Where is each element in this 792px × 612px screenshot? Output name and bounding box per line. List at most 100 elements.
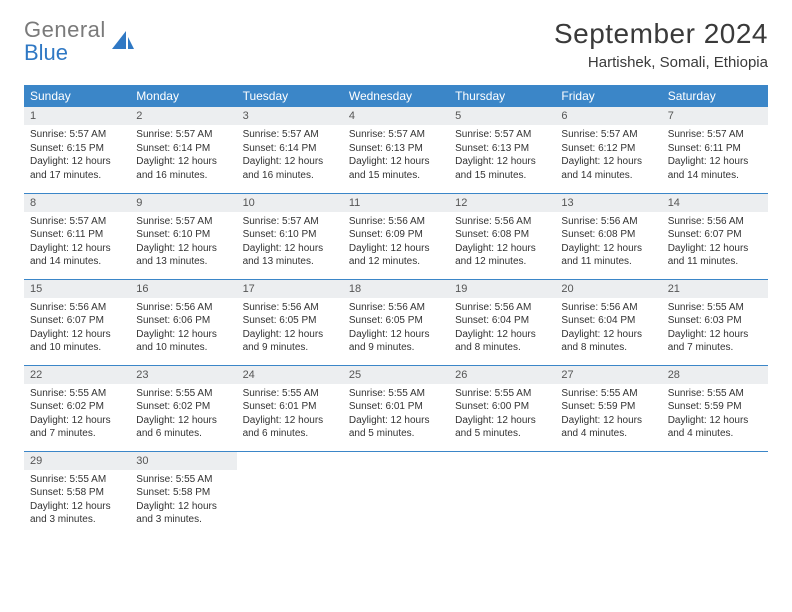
sunrise-line: Sunrise: 5:55 AM	[455, 387, 549, 401]
daylight-line: Daylight: 12 hours and 7 minutes.	[30, 414, 124, 441]
sunrise-line: Sunrise: 5:57 AM	[136, 215, 230, 229]
calendar-table: SundayMondayTuesdayWednesdayThursdayFrid…	[24, 85, 768, 537]
day-details: Sunrise: 5:57 AMSunset: 6:10 PMDaylight:…	[237, 212, 343, 275]
day-number: 11	[343, 194, 449, 212]
sunset-line: Sunset: 6:08 PM	[561, 228, 655, 242]
sunset-line: Sunset: 6:11 PM	[668, 142, 762, 156]
daylight-line: Daylight: 12 hours and 16 minutes.	[243, 155, 337, 182]
calendar-cell: 20Sunrise: 5:56 AMSunset: 6:04 PMDayligh…	[555, 279, 661, 365]
day-number: 20	[555, 280, 661, 298]
sunrise-line: Sunrise: 5:57 AM	[243, 128, 337, 142]
day-details: Sunrise: 5:55 AMSunset: 6:01 PMDaylight:…	[237, 384, 343, 447]
daylight-line: Daylight: 12 hours and 13 minutes.	[243, 242, 337, 269]
day-number: 27	[555, 366, 661, 384]
daylight-line: Daylight: 12 hours and 11 minutes.	[668, 242, 762, 269]
sunrise-line: Sunrise: 5:57 AM	[561, 128, 655, 142]
calendar-cell: 18Sunrise: 5:56 AMSunset: 6:05 PMDayligh…	[343, 279, 449, 365]
sunset-line: Sunset: 6:07 PM	[30, 314, 124, 328]
calendar-cell: 30Sunrise: 5:55 AMSunset: 5:58 PMDayligh…	[130, 451, 236, 537]
daylight-line: Daylight: 12 hours and 9 minutes.	[349, 328, 443, 355]
page-header: General Blue September 2024 Hartishek, S…	[24, 18, 768, 71]
calendar-cell: 3Sunrise: 5:57 AMSunset: 6:14 PMDaylight…	[237, 107, 343, 193]
day-details: Sunrise: 5:55 AMSunset: 5:58 PMDaylight:…	[130, 470, 236, 533]
calendar-cell: 24Sunrise: 5:55 AMSunset: 6:01 PMDayligh…	[237, 365, 343, 451]
day-number: 6	[555, 107, 661, 125]
calendar-cell: 12Sunrise: 5:56 AMSunset: 6:08 PMDayligh…	[449, 193, 555, 279]
calendar-cell: 13 Sunrise: 5:56 AMSunset: 6:08 PMDayligh…	[555, 193, 661, 279]
calendar-cell: 6Sunrise: 5:57 AMSunset: 6:12 PMDaylight…	[555, 107, 661, 193]
sunrise-line: Sunrise: 5:56 AM	[561, 301, 655, 315]
sunrise-line: Sunrise: 5:57 AM	[668, 128, 762, 142]
day-details: Sunrise: 5:56 AMSunset: 6:08 PMDaylight:…	[449, 212, 555, 275]
day-number: 18	[343, 280, 449, 298]
day-number: 5	[449, 107, 555, 125]
sunset-line: Sunset: 6:02 PM	[30, 400, 124, 414]
sunrise-line: Sunrise: 5:57 AM	[455, 128, 549, 142]
day-number: 22	[24, 366, 130, 384]
daylight-line: Daylight: 12 hours and 8 minutes.	[561, 328, 655, 355]
day-number: 13	[555, 194, 661, 212]
calendar-row: 1Sunrise: 5:57 AMSunset: 6:15 PMDaylight…	[24, 107, 768, 193]
day-number: 30	[130, 452, 236, 470]
day-number: 16	[130, 280, 236, 298]
brand-line1: General	[24, 18, 106, 41]
daylight-line: Daylight: 12 hours and 5 minutes.	[455, 414, 549, 441]
day-number: 10	[237, 194, 343, 212]
sunrise-line: Sunrise: 5:56 AM	[561, 215, 655, 229]
weekday-header: Wednesday	[343, 85, 449, 107]
day-number: 3	[237, 107, 343, 125]
day-details: Sunrise: 5:56 AMSunset: 6:05 PMDaylight:…	[343, 298, 449, 361]
day-details: Sunrise: 5:56 AMSunset: 6:04 PMDaylight:…	[449, 298, 555, 361]
day-details: Sunrise: 5:55 AMSunset: 5:59 PMDaylight:…	[662, 384, 768, 447]
calendar-cell: ..	[343, 451, 449, 537]
sunset-line: Sunset: 6:00 PM	[455, 400, 549, 414]
calendar-row: 8Sunrise: 5:57 AMSunset: 6:11 PMDaylight…	[24, 193, 768, 279]
calendar-cell: 9Sunrise: 5:57 AMSunset: 6:10 PMDaylight…	[130, 193, 236, 279]
calendar-cell: ..	[662, 451, 768, 537]
sail-icon	[110, 29, 136, 55]
daylight-line: Daylight: 12 hours and 16 minutes.	[136, 155, 230, 182]
day-number: 21	[662, 280, 768, 298]
day-number: 1	[24, 107, 130, 125]
day-details: Sunrise: 5:55 AMSunset: 6:00 PMDaylight:…	[449, 384, 555, 447]
daylight-line: Daylight: 12 hours and 3 minutes.	[30, 500, 124, 527]
daylight-line: Daylight: 12 hours and 17 minutes.	[30, 155, 124, 182]
daylight-line: Daylight: 12 hours and 8 minutes.	[455, 328, 549, 355]
weekday-header: Tuesday	[237, 85, 343, 107]
daylight-line: Daylight: 12 hours and 10 minutes.	[136, 328, 230, 355]
day-details: Sunrise: 5:57 AMSunset: 6:13 PMDaylight:…	[449, 125, 555, 188]
daylight-line: Daylight: 12 hours and 7 minutes.	[668, 328, 762, 355]
sunrise-line: Sunrise: 5:56 AM	[668, 215, 762, 229]
sunrise-line: Sunrise: 5:56 AM	[455, 215, 549, 229]
sunset-line: Sunset: 6:05 PM	[243, 314, 337, 328]
sunset-line: Sunset: 6:12 PM	[561, 142, 655, 156]
calendar-cell: 4Sunrise: 5:57 AMSunset: 6:13 PMDaylight…	[343, 107, 449, 193]
calendar-cell: 16Sunrise: 5:56 AMSunset: 6:06 PMDayligh…	[130, 279, 236, 365]
day-details: Sunrise: 5:57 AMSunset: 6:14 PMDaylight:…	[237, 125, 343, 188]
calendar-cell: 1Sunrise: 5:57 AMSunset: 6:15 PMDaylight…	[24, 107, 130, 193]
calendar-cell: 28Sunrise: 5:55 AMSunset: 5:59 PMDayligh…	[662, 365, 768, 451]
sunrise-line: Sunrise: 5:56 AM	[30, 301, 124, 315]
day-number: 15	[24, 280, 130, 298]
weekday-header: Monday	[130, 85, 236, 107]
calendar-row: 22Sunrise: 5:55 AMSunset: 6:02 PMDayligh…	[24, 365, 768, 451]
calendar-row: 15Sunrise: 5:56 AMSunset: 6:07 PMDayligh…	[24, 279, 768, 365]
day-number: 25	[343, 366, 449, 384]
daylight-line: Daylight: 12 hours and 6 minutes.	[243, 414, 337, 441]
day-details: Sunrise: 5:55 AMSunset: 5:59 PMDaylight:…	[555, 384, 661, 447]
daylight-line: Daylight: 12 hours and 11 minutes.	[561, 242, 655, 269]
sunrise-line: Sunrise: 5:56 AM	[349, 215, 443, 229]
month-title: September 2024	[554, 18, 768, 50]
sunrise-line: Sunrise: 5:57 AM	[243, 215, 337, 229]
calendar-cell: 15 Sunrise: 5:56 AMSunset: 6:07 PMDayligh…	[24, 279, 130, 365]
sunset-line: Sunset: 6:14 PM	[243, 142, 337, 156]
daylight-line: Daylight: 12 hours and 10 minutes.	[30, 328, 124, 355]
calendar-cell: 19Sunrise: 5:56 AMSunset: 6:04 PMDayligh…	[449, 279, 555, 365]
day-number: 14	[662, 194, 768, 212]
calendar-cell: 17Sunrise: 5:56 AMSunset: 6:05 PMDayligh…	[237, 279, 343, 365]
daylight-line: Daylight: 12 hours and 9 minutes.	[243, 328, 337, 355]
sunrise-line: Sunrise: 5:57 AM	[136, 128, 230, 142]
sunrise-line: Sunrise: 5:55 AM	[30, 473, 124, 487]
daylight-line: Daylight: 12 hours and 12 minutes.	[455, 242, 549, 269]
sunset-line: Sunset: 6:07 PM	[668, 228, 762, 242]
